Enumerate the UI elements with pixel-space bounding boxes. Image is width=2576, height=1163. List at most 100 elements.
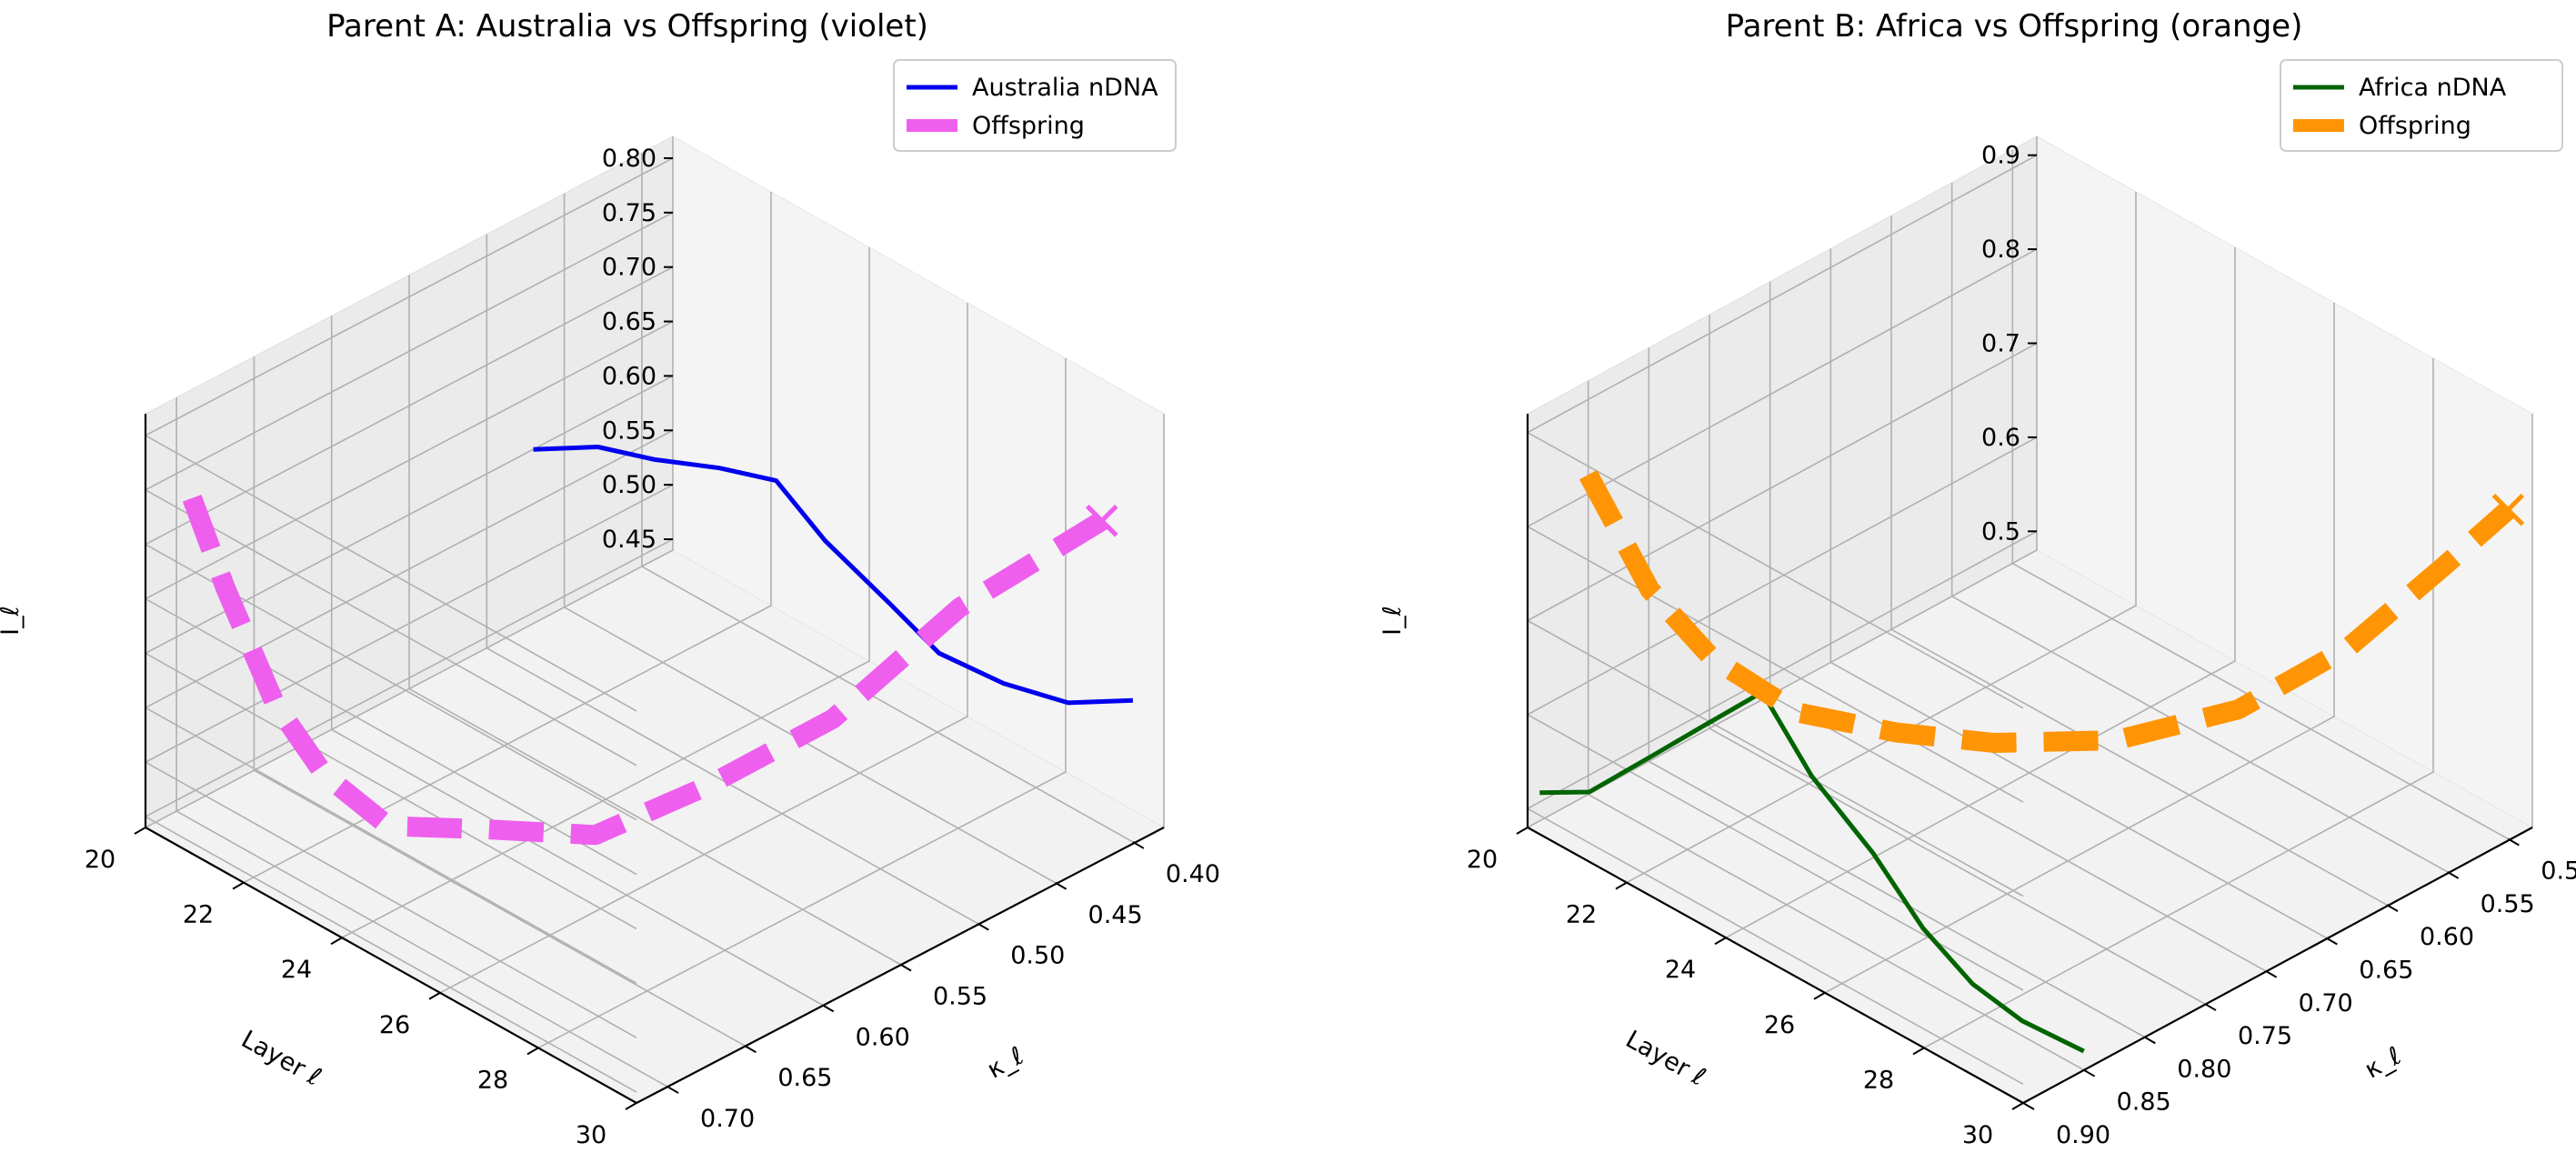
gridline-kappa bbox=[1648, 347, 2145, 1038]
legend: Australia nDNA Offspring bbox=[893, 59, 1177, 152]
legend-label: Africa nDNA bbox=[2359, 74, 2507, 102]
gridline-kappa bbox=[486, 234, 978, 925]
x-axis-label: Layer ℓ bbox=[236, 1025, 326, 1091]
gridline-layer bbox=[1527, 136, 2038, 828]
y-tick-label: 0.65 bbox=[2359, 956, 2413, 984]
gridline-kappa bbox=[2011, 149, 2509, 840]
x-tick bbox=[134, 827, 146, 835]
y-tick bbox=[1055, 881, 1067, 890]
series-line-0 bbox=[533, 445, 1133, 706]
x-tick-label: 22 bbox=[1566, 901, 1597, 929]
y-tick bbox=[1132, 841, 1145, 849]
end-marker-stroke bbox=[1085, 504, 1118, 537]
y-tick bbox=[822, 1004, 835, 1013]
z-tick-label: 0.9 bbox=[1981, 142, 2020, 170]
gridline-layer bbox=[1824, 303, 2335, 994]
legend: Africa nDNA Offspring bbox=[2280, 59, 2563, 152]
x-axis-line bbox=[145, 827, 637, 1104]
series-line-0 bbox=[1539, 689, 2085, 1054]
z-tick-label: 0.80 bbox=[602, 145, 657, 173]
z-axis-label: I_ℓ bbox=[1378, 606, 1407, 636]
gridline-kappa bbox=[253, 356, 746, 1047]
y-axis-label: κ_ℓ bbox=[983, 1042, 1029, 1085]
y-tick bbox=[2507, 837, 2520, 847]
x-tick-label: 30 bbox=[1962, 1121, 1993, 1149]
y-tick bbox=[2022, 1102, 2035, 1110]
y-tick bbox=[2447, 870, 2460, 879]
gridline-layer bbox=[1626, 192, 2137, 884]
y-tick-label: 0.80 bbox=[2177, 1055, 2231, 1083]
y-tick-label: 0.75 bbox=[2238, 1022, 2292, 1050]
y-tick bbox=[2143, 1036, 2156, 1045]
x-tick bbox=[526, 1047, 539, 1056]
y-tick bbox=[2265, 969, 2278, 978]
z-axis-label: I_ℓ bbox=[0, 606, 25, 636]
legend-box bbox=[2280, 59, 2563, 152]
x-tick-label: 26 bbox=[1764, 1011, 1795, 1039]
chart-panel-1: Parent B: Africa vs Offspring (orange) 20… bbox=[1378, 8, 2576, 1149]
x-tick bbox=[1912, 1047, 1925, 1056]
x-axis-line bbox=[1527, 827, 2024, 1104]
x-tick-label: 28 bbox=[1863, 1066, 1894, 1094]
x-tick-label: 30 bbox=[576, 1121, 606, 1149]
y-axis-line bbox=[2022, 827, 2533, 1104]
gridline-kappa bbox=[1587, 380, 2085, 1071]
series-end-marker bbox=[1085, 504, 1118, 537]
z-tick-label: 0.7 bbox=[1981, 330, 2020, 358]
gridline-kappa bbox=[641, 152, 1134, 843]
x-tick bbox=[428, 991, 441, 1000]
z-tick-label: 0.6 bbox=[1981, 424, 2020, 452]
y-tick-label: 0.85 bbox=[2117, 1088, 2171, 1117]
z-tick-label: 0.60 bbox=[602, 362, 657, 390]
x-tick-label: 22 bbox=[183, 901, 214, 929]
gridline-layer bbox=[537, 358, 1067, 1049]
y-tick-label: 0.50 bbox=[1010, 942, 1065, 970]
chart-title: Parent B: Africa vs Offspring (orange) bbox=[1726, 8, 2303, 45]
legend-label: Offspring bbox=[972, 112, 1085, 140]
x-tick bbox=[2011, 1102, 2024, 1110]
gridline-layer bbox=[341, 247, 870, 938]
gridline-kappa bbox=[1829, 248, 2327, 939]
y-tick bbox=[2386, 904, 2399, 913]
series-end-marker bbox=[2491, 493, 2525, 526]
gridline-kappa bbox=[1890, 216, 2388, 906]
gridline-layer bbox=[439, 303, 968, 994]
y-tick-label: 0.55 bbox=[933, 983, 987, 1011]
x-tick-label: 24 bbox=[1665, 956, 1696, 984]
y-tick bbox=[899, 963, 912, 972]
x-tick-label: 28 bbox=[477, 1066, 508, 1094]
z-tick-label: 0.65 bbox=[602, 308, 657, 336]
y-tick bbox=[2204, 1003, 2217, 1011]
x-tick bbox=[330, 937, 343, 946]
chart-title: Parent A: Australia vs Offspring (violet… bbox=[326, 8, 928, 45]
z-tick-label: 0.75 bbox=[602, 199, 657, 227]
y-tick bbox=[2083, 1068, 2096, 1078]
y-tick-label: 0.60 bbox=[856, 1023, 910, 1051]
gridline-layer bbox=[145, 136, 674, 828]
legend-box bbox=[893, 59, 1177, 152]
y-tick-label: 0.70 bbox=[700, 1105, 755, 1133]
y-tick bbox=[2325, 937, 2338, 946]
z-tick-label: 0.50 bbox=[602, 471, 657, 499]
z-tick-label: 0.70 bbox=[602, 254, 657, 282]
gridline-kappa bbox=[175, 397, 668, 1088]
y-tick-label: 0.60 bbox=[2420, 923, 2474, 951]
y-tick-label: 0.50 bbox=[2541, 857, 2576, 886]
y-tick-label: 0.90 bbox=[2056, 1121, 2110, 1149]
y-tick-label: 0.55 bbox=[2481, 890, 2535, 918]
y-tick-label: 0.40 bbox=[1166, 860, 1220, 888]
y-axis-label: κ_ℓ bbox=[2360, 1042, 2407, 1085]
gridline-kappa bbox=[330, 316, 824, 1007]
x-tick bbox=[1516, 827, 1529, 835]
x-tick bbox=[625, 1102, 637, 1110]
series-line-1 bbox=[1579, 469, 2515, 753]
y-tick bbox=[667, 1086, 679, 1094]
z-tick-label: 0.45 bbox=[602, 526, 657, 554]
legend-label: Offspring bbox=[2359, 112, 2471, 140]
z-tick-label: 0.8 bbox=[1981, 236, 2020, 264]
gridline-layer bbox=[1725, 247, 2236, 938]
y-tick bbox=[977, 922, 989, 931]
gridline-kappa bbox=[1950, 182, 2449, 873]
